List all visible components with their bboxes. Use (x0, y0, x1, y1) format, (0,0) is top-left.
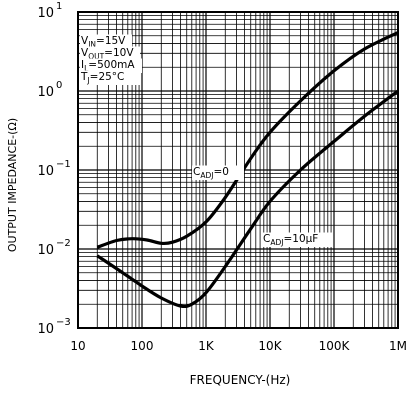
series-line-cadj-0 (96, 31, 399, 249)
y-tick-label: 10 (37, 85, 54, 100)
condition-label-bg (80, 46, 140, 61)
plot-frame (77, 11, 399, 329)
y-tick-exponent: −3 (56, 317, 71, 328)
x-tick-label: 1K (198, 339, 215, 353)
condition-label: VOUT=10V (81, 47, 134, 61)
x-tick-label: 1M (389, 339, 407, 353)
y-tick-exponent: −1 (56, 159, 71, 170)
x-tick-label: 10 (70, 339, 85, 353)
series-label-cadj-10uf: CADJ=10µF (263, 233, 318, 247)
series-label-cadj-10uf-bg (262, 232, 332, 247)
condition-label-bg (80, 70, 140, 85)
y-tick-label: 10 (37, 164, 54, 179)
x-tick-label: 100 (131, 339, 154, 353)
y-tick-exponent: 1 (56, 1, 62, 12)
y-tick-exponent: −2 (56, 238, 71, 249)
y-axis-label: OUTPUT IMPEDANCE-(Ω) (6, 118, 19, 252)
y-tick-label: 10 (37, 6, 54, 21)
x-tick-label: 100K (319, 339, 351, 353)
condition-label: TJ=25°C (80, 71, 124, 85)
condition-label: IL=500mA (81, 59, 135, 73)
condition-label-bg (80, 34, 132, 49)
y-tick-exponent: 0 (56, 80, 62, 91)
y-tick-label: 10 (37, 243, 54, 258)
series-line-cadj-10uf (96, 89, 399, 309)
condition-label: VIN=15V (81, 35, 126, 49)
series-label-cadj-0-bg (192, 165, 244, 180)
y-tick-label: 10 (37, 322, 54, 337)
x-tick-label: 10K (258, 339, 282, 353)
series-group (96, 31, 399, 309)
condition-label-bg (80, 58, 142, 73)
x-axis-label: FREQUENCY-(Hz) (190, 373, 291, 387)
series-label-cadj-0: CADJ=0 (193, 166, 229, 180)
